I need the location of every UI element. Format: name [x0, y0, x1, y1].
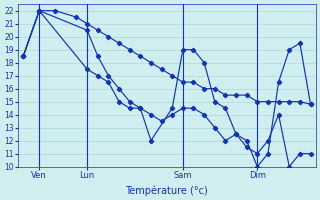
X-axis label: Température (°c): Température (°c) — [125, 185, 208, 196]
